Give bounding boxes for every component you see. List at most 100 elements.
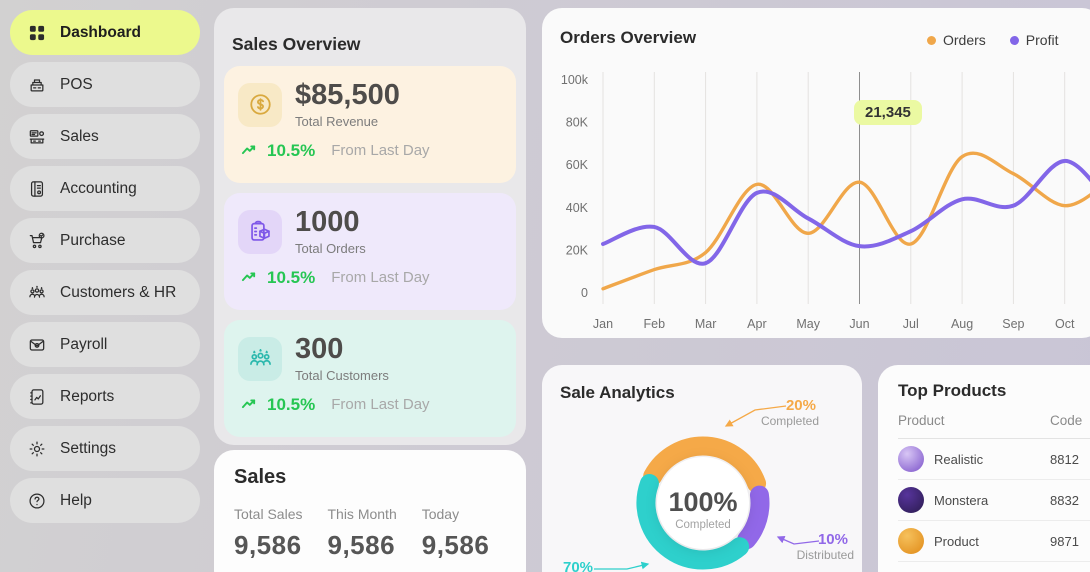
callout-line xyxy=(724,405,787,427)
stat-texts: 1000 Total Orders xyxy=(295,207,366,255)
stat-change-value: 10.5% xyxy=(267,140,316,160)
table-row[interactable]: Realistic 8812 xyxy=(898,439,1090,480)
x-axis-label: Sep xyxy=(1002,317,1024,331)
legend-dot xyxy=(1009,35,1019,45)
sales-till-icon xyxy=(27,127,47,147)
sidebar-item-help[interactable]: Help xyxy=(10,478,200,523)
sales-summary-column: Today 9,586 xyxy=(422,506,490,561)
stat-change-note: From Last Day xyxy=(331,269,430,287)
sidebar-item-accounting[interactable]: Accounting xyxy=(10,166,200,211)
donut-center xyxy=(657,457,749,549)
x-axis-label: Mar xyxy=(695,317,717,331)
stat-card: 300 Total Customers 10.5% From Last Day xyxy=(224,320,516,437)
y-axis-label: 100k xyxy=(561,73,589,87)
callout-label: Distributed xyxy=(797,548,854,562)
sidebar-item-sales[interactable]: Sales xyxy=(10,114,200,159)
stat-value: $85,500 xyxy=(295,79,400,111)
donut-segment-2[interactable] xyxy=(636,474,750,570)
sidebar-item-label: Settings xyxy=(60,439,117,457)
callout-line xyxy=(776,536,820,545)
sales-summary-card: Sales Total Sales 9,586 This Month 9,586 Tod… xyxy=(214,450,526,572)
sidebar-item-purchase[interactable]: Purchase xyxy=(10,218,200,263)
chart-legend: Orders Profit xyxy=(927,32,1058,48)
donut-segment-0[interactable] xyxy=(643,436,767,494)
legend-label: Profit xyxy=(1025,32,1059,48)
sidebar-item-label: Help xyxy=(60,491,92,509)
table-row[interactable]: Monstera 8832 xyxy=(898,480,1090,521)
orders-clipboard-icon xyxy=(238,209,282,254)
table-body: Realistic 8812 Monstera 8832 Product 9871 xyxy=(898,439,1090,562)
donut-center-label: Completed xyxy=(675,519,731,531)
sidebar-item-payroll[interactable]: Payroll xyxy=(10,322,200,367)
legend-item-orders[interactable]: Orders xyxy=(927,32,986,48)
sales-summary-value: 9,586 xyxy=(327,530,396,560)
stat-card-top: 1000 Total Orders xyxy=(238,207,502,256)
sales-overview-card: Sales Overview $85,500 Total Revenue 10.5%… xyxy=(214,8,526,445)
stat-change-note: From Last Day xyxy=(331,396,430,414)
legend-dot xyxy=(927,35,936,45)
callout-label: Completed xyxy=(761,414,819,428)
product-code: 8832 xyxy=(1050,492,1079,508)
top-products-title: Top Products xyxy=(898,381,1007,400)
stat-texts: $85,500 Total Revenue xyxy=(295,79,400,128)
sidebar-item-label: Payroll xyxy=(60,335,108,353)
series-line-profit xyxy=(601,158,1090,266)
table-row[interactable]: Product 9871 xyxy=(898,521,1090,562)
callout-value: 70% xyxy=(563,559,593,572)
legend-item-profit[interactable]: Profit xyxy=(1009,32,1059,48)
donut-center-value: 100% xyxy=(668,487,737,517)
stat-change-row: 10.5% From Last Day xyxy=(240,141,502,161)
sales-summary-label: Today xyxy=(421,506,460,522)
sidebar-item-settings[interactable]: Settings xyxy=(10,426,200,471)
sales-overview-title: Sales Overview xyxy=(232,34,361,54)
sales-summary-columns: Total Sales 9,586 This Month 9,586 Today 9,58… xyxy=(234,506,489,561)
accounting-ledger-icon xyxy=(27,179,47,199)
trend-up-icon xyxy=(240,395,260,415)
sidebar-item-reports[interactable]: Reports xyxy=(10,374,200,419)
product-cell: Product xyxy=(898,528,1050,554)
x-axis-label: Aug xyxy=(951,317,973,331)
y-axis-label: 0 xyxy=(581,286,588,300)
help-circle-icon xyxy=(27,491,47,511)
sidebar: Dashboard POS Sales Accounting Purchase Custo… xyxy=(10,10,200,523)
trend-up-icon xyxy=(240,268,260,288)
y-axis-label: 80K xyxy=(566,116,589,130)
payroll-envelope-icon xyxy=(27,335,47,355)
x-axis-label: Apr xyxy=(747,317,766,331)
orders-line-chart[interactable]: Jan Feb Mar Apr May Jun Jul Aug Sep Oct 100k 80K 60K… xyxy=(542,58,1090,338)
column-header-code: Code xyxy=(1050,413,1083,428)
sidebar-item-label: Reports xyxy=(60,387,115,405)
table-header: Product Code xyxy=(898,413,1090,439)
sales-summary-title: Sales xyxy=(234,466,287,488)
sales-summary-label: This Month xyxy=(327,506,397,522)
x-axis-label: Jun xyxy=(849,317,869,331)
sidebar-item-label: Customers & HR xyxy=(60,283,177,301)
reports-notebook-icon xyxy=(27,387,47,407)
customers-group-icon xyxy=(27,283,47,303)
legend-label: Orders xyxy=(943,32,986,48)
sidebar-item-label: Sales xyxy=(60,127,99,145)
callout-value: 20% xyxy=(786,397,816,414)
product-name: Realistic xyxy=(934,451,984,467)
orders-overview-title: Orders Overview xyxy=(560,28,697,47)
sale-analytics-donut[interactable]: 100% Completed 20% Completed 10% Distributed 7… xyxy=(542,365,862,572)
stat-value: 300 xyxy=(295,333,344,365)
column-header-product: Product xyxy=(898,413,945,428)
orders-overview-card: Orders Overview Orders Profit Jan Feb Mar Ap… xyxy=(542,8,1090,338)
sidebar-item-pos[interactable]: POS xyxy=(10,62,200,107)
sidebar-item-customers-hr[interactable]: Customers & HR xyxy=(10,270,200,315)
donut-segment-1[interactable] xyxy=(737,485,770,550)
sales-summary-column: This Month 9,586 xyxy=(327,506,396,561)
stat-card-list: $85,500 Total Revenue 10.5% From Last Day 10… xyxy=(224,66,516,437)
y-axis-label: 20K xyxy=(566,243,589,257)
trend-up-icon xyxy=(240,141,260,161)
product-code: 9871 xyxy=(1050,533,1079,549)
top-products-table: Product Code Realistic 8812 Monstera 8832 Pr… xyxy=(898,413,1090,562)
top-products-card: Top Products Product Code Realistic 8812 M… xyxy=(878,365,1090,572)
stat-card: $85,500 Total Revenue 10.5% From Last Day xyxy=(224,66,516,183)
callout-line xyxy=(594,561,650,570)
product-name: Monstera xyxy=(934,492,989,508)
y-axis-label: 40K xyxy=(566,201,589,215)
x-axis-label: May xyxy=(796,317,820,331)
sidebar-item-dashboard[interactable]: Dashboard xyxy=(10,10,200,55)
